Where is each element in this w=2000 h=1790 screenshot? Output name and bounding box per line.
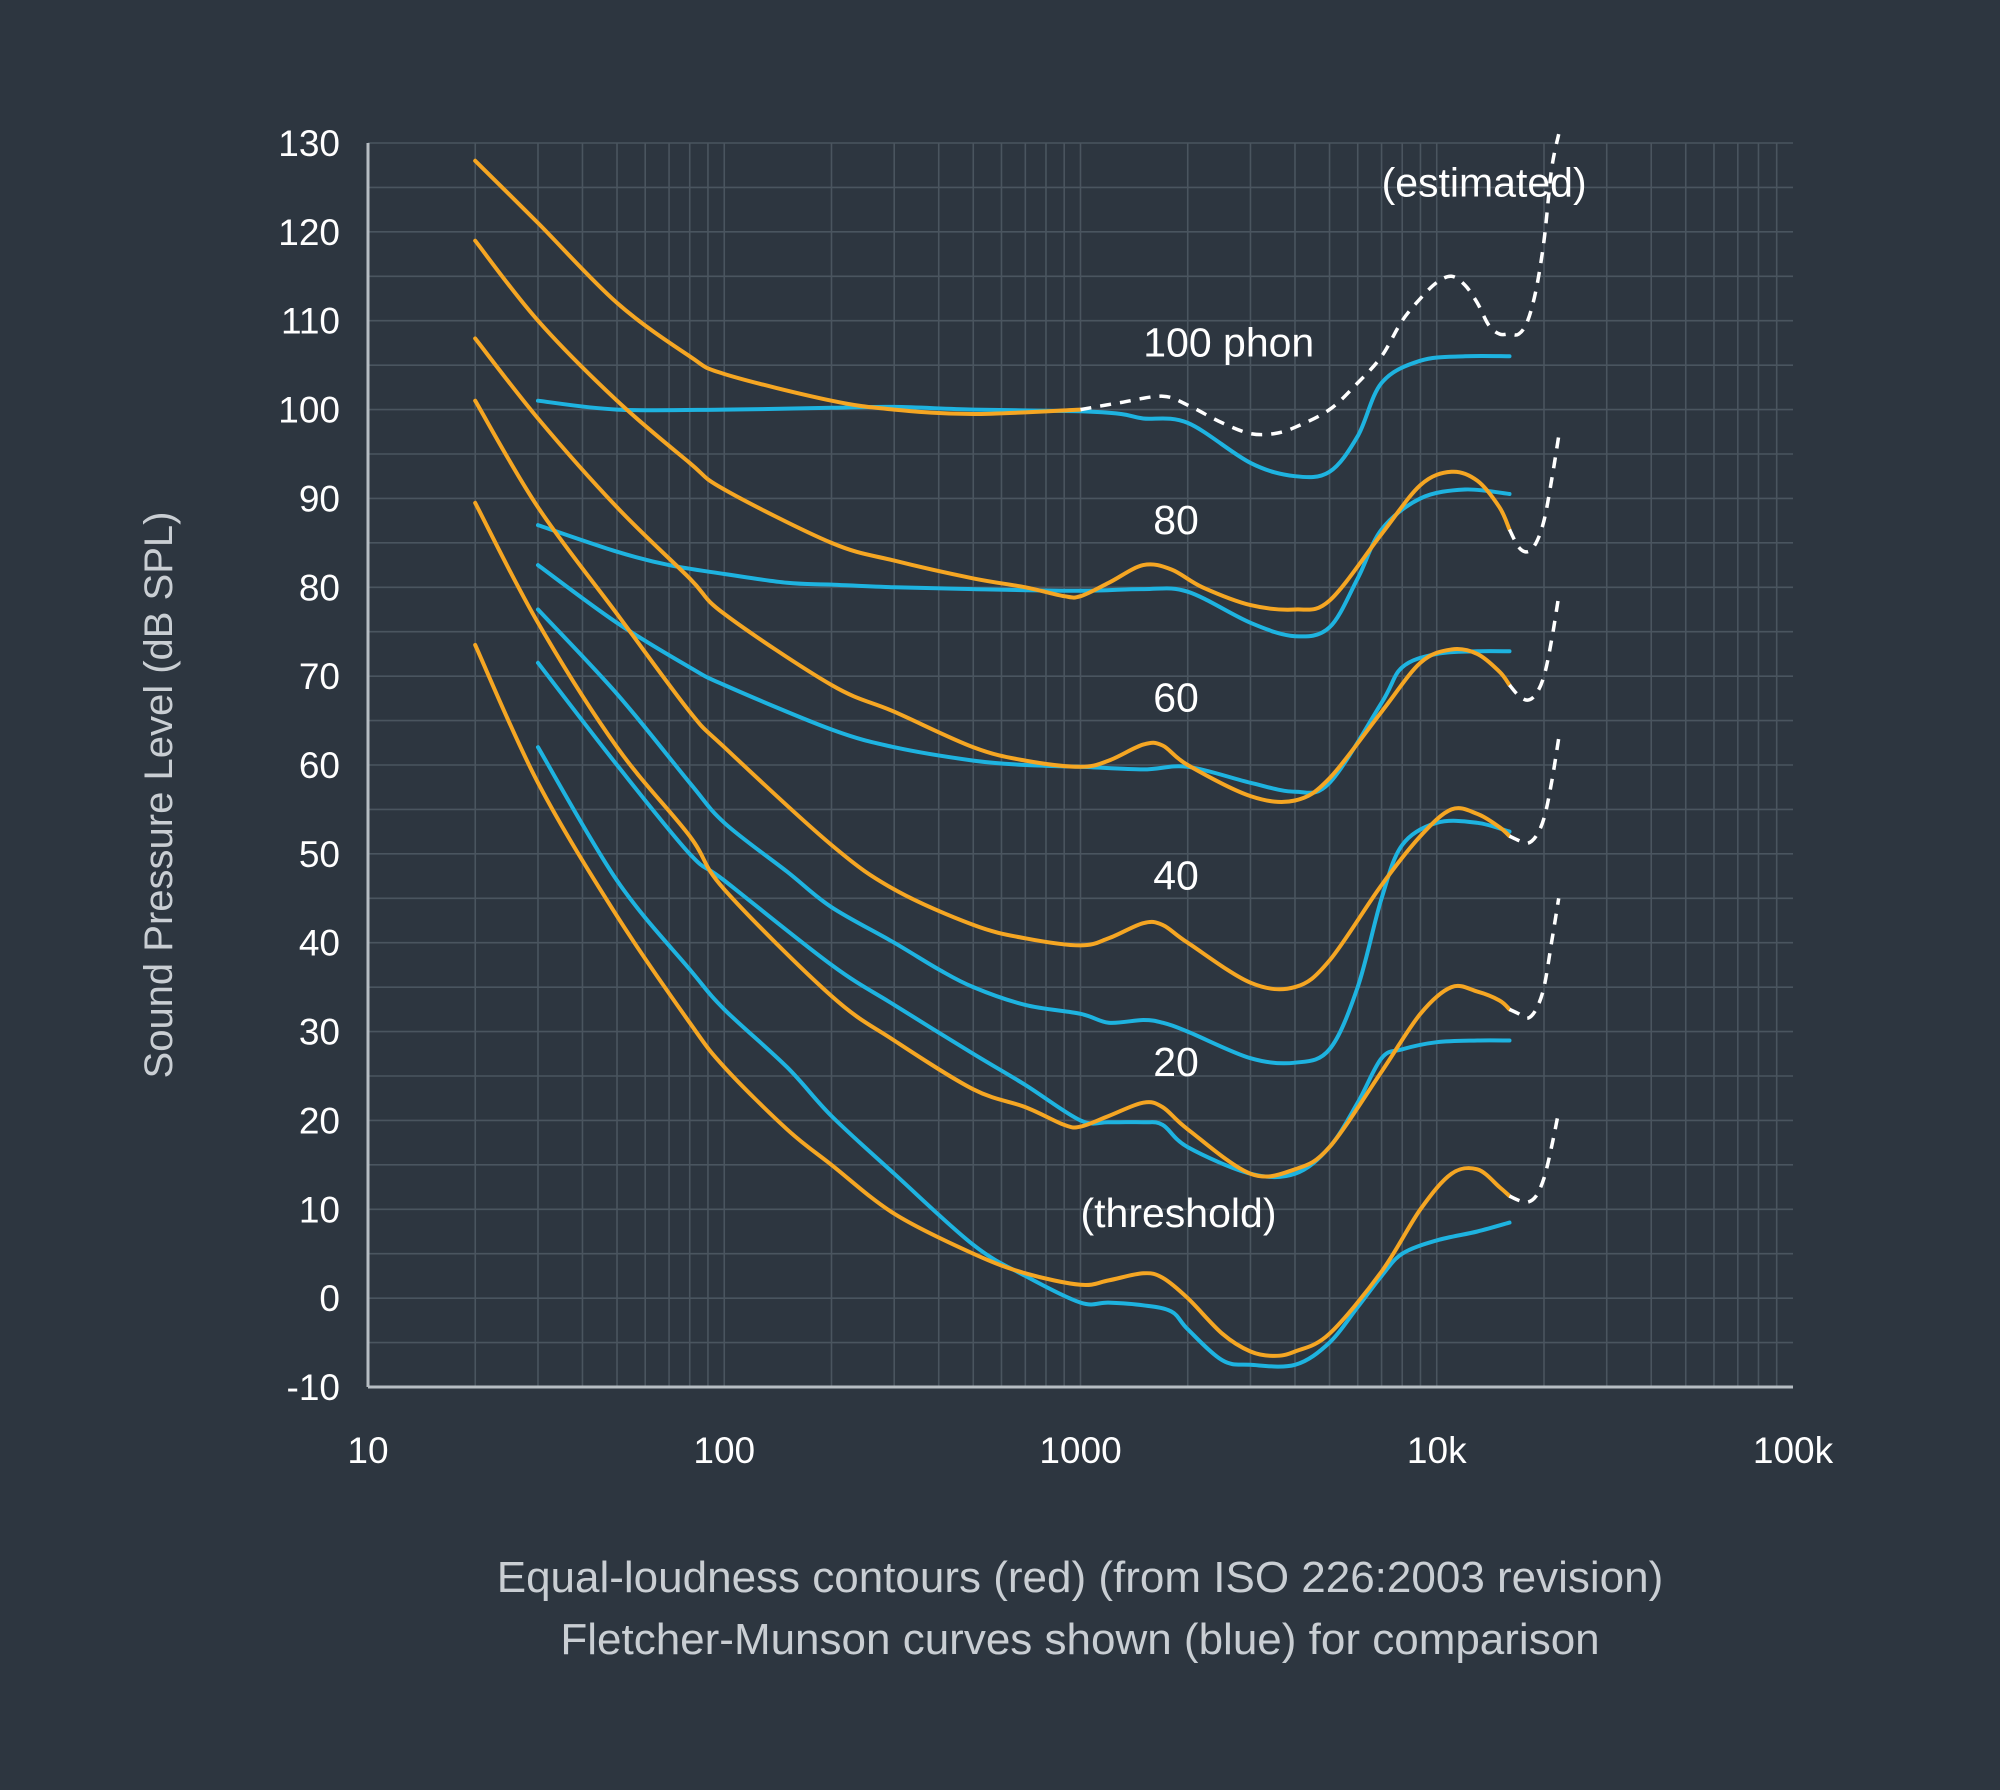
y-tick-label: 40 — [299, 923, 340, 964]
series-line-iso-2 — [473, 336, 1512, 804]
x-tick-label: 10k — [1407, 1430, 1467, 1471]
annotation-label: 60 — [1153, 675, 1199, 721]
series-line-iso-3 — [473, 398, 1512, 992]
x-tick-label: 100 — [693, 1430, 755, 1471]
annotation-label: 100 phon — [1143, 319, 1314, 365]
y-tick-label: 60 — [299, 745, 340, 786]
grid — [367, 142, 1793, 1388]
series-line-iso-1 — [473, 238, 1512, 612]
series-lines — [473, 133, 1561, 1369]
caption-line-2: Fletcher-Munson curves shown (blue) for … — [560, 1615, 1599, 1664]
y-tick-label: 110 — [281, 301, 340, 342]
series-line-iso-0 — [473, 158, 1083, 416]
y-tick-label: 120 — [278, 212, 340, 253]
series-line-fletcher-11 — [536, 745, 1512, 1369]
y-tick-label: -10 — [287, 1367, 340, 1408]
x-tick-label: 1000 — [1039, 1430, 1121, 1471]
series-line-estimated-15 — [1508, 738, 1561, 846]
annotation-label: 40 — [1153, 852, 1199, 898]
annotations: (estimated) 100 phon 80 60 40 20 (threshold) — [1081, 159, 1587, 1236]
y-tick-label: 130 — [278, 123, 340, 164]
y-tick-label: 30 — [299, 1012, 340, 1053]
y-axis-title: Sound Pressure Level (dB SPL) — [137, 512, 181, 1079]
x-tick-label: 100k — [1753, 1430, 1834, 1471]
x-tick-label: 10 — [347, 1430, 388, 1471]
series-line-iso-5 — [473, 643, 1512, 1358]
y-tick-label: 90 — [299, 478, 340, 519]
y-tick-label: 10 — [299, 1189, 340, 1230]
y-tick-label: 70 — [299, 656, 340, 697]
series-line-fletcher-9 — [536, 607, 1512, 1066]
series-line-fletcher-7 — [536, 487, 1512, 639]
axes — [366, 143, 1793, 1389]
y-tick-label: 50 — [299, 834, 340, 875]
y-tick-label: 80 — [299, 567, 340, 608]
series-line-estimated-16 — [1508, 898, 1561, 1021]
annotation-label: 80 — [1153, 497, 1199, 543]
annotation-label: (estimated) — [1382, 159, 1587, 205]
caption-line-1: Equal-loudness contours (red) (from ISO … — [497, 1553, 1664, 1602]
series-line-estimated-13 — [1507, 435, 1561, 554]
annotation-label: (threshold) — [1081, 1190, 1277, 1236]
series-line-fletcher-8 — [536, 563, 1512, 795]
y-tick-label: 20 — [299, 1100, 340, 1141]
series-line-estimated-14 — [1508, 595, 1561, 702]
series-line-fletcher-10 — [536, 660, 1512, 1180]
y-tick-label: 0 — [319, 1278, 340, 1319]
series-line-estimated-12 — [1080, 133, 1561, 437]
y-tick-label: 100 — [278, 390, 340, 431]
annotation-label: 20 — [1153, 1039, 1199, 1085]
series-line-fletcher-6 — [536, 353, 1512, 480]
series-line-estimated-17 — [1508, 1111, 1561, 1205]
series-line-iso-4 — [473, 500, 1512, 1179]
